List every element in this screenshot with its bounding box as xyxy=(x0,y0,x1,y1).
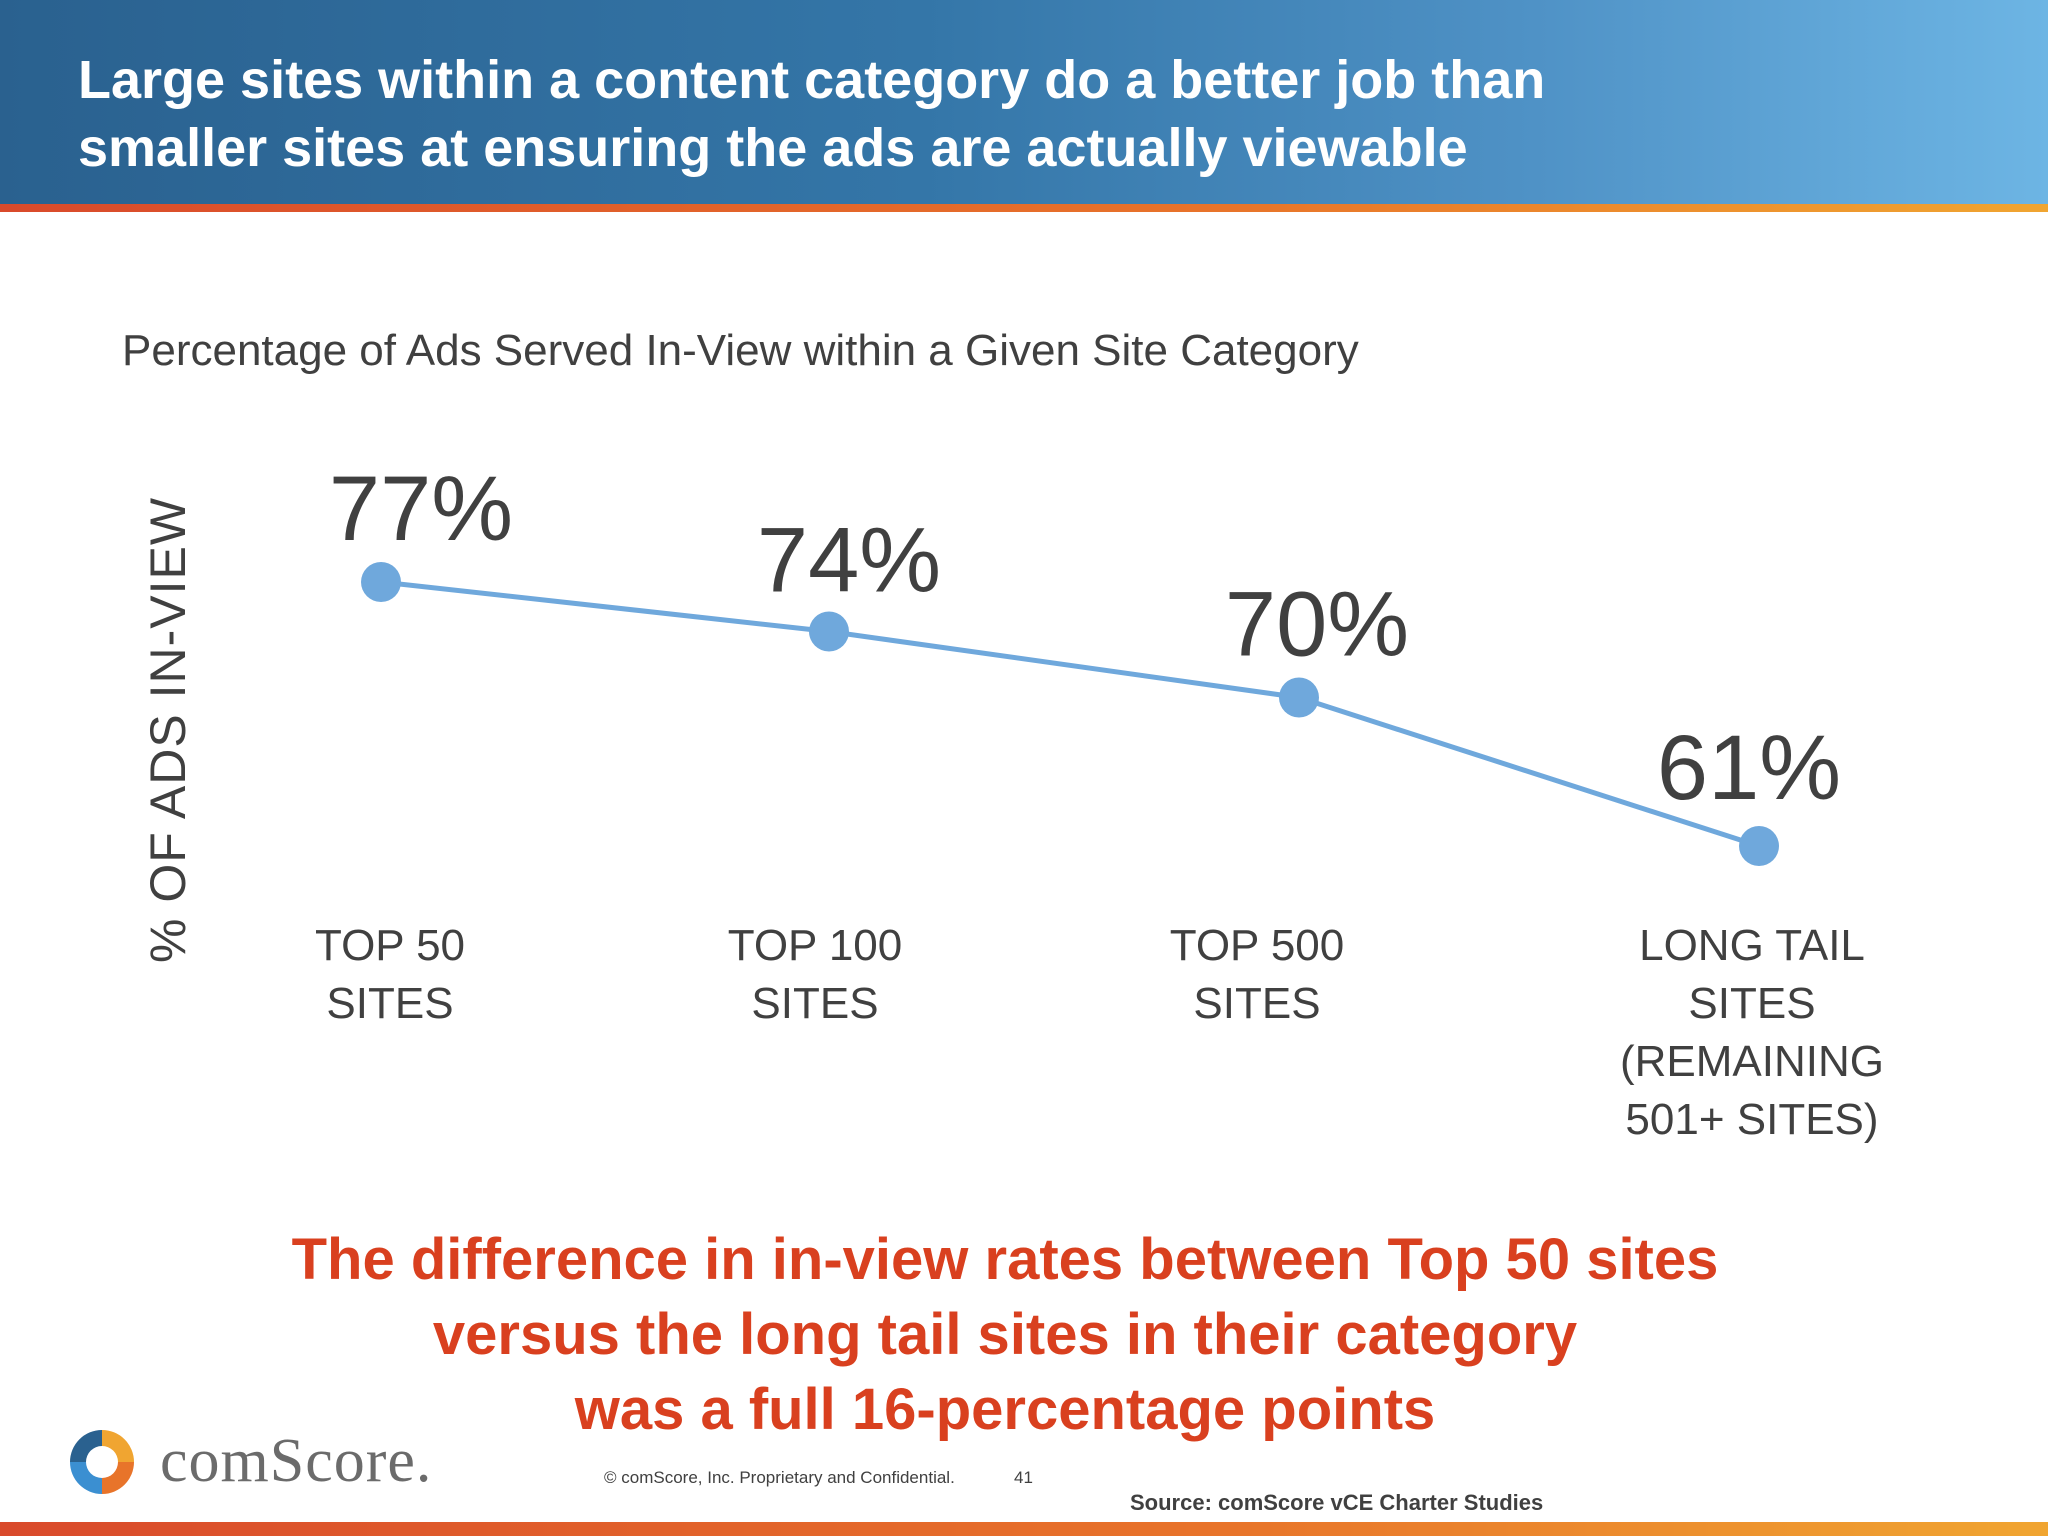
footer-copyright: © comScore, Inc. Proprietary and Confide… xyxy=(604,1468,955,1487)
callout-line-1: The difference in in-view rates between … xyxy=(291,1227,1719,1292)
callout-line-2: versus the long tail sites in their cate… xyxy=(432,1302,1578,1367)
category-label-3: TOP 500 SITES xyxy=(1170,921,1345,1028)
header-accent-stripe xyxy=(0,204,2048,212)
comscore-logo-icon xyxy=(70,1430,134,1494)
slide-title-line-2: smaller sites at ensuring the ads are ac… xyxy=(78,118,1468,178)
category-label-2: TOP 100 SITES xyxy=(728,921,903,1028)
comscore-logo-text: comScore. xyxy=(160,1427,433,1495)
series-line-segment-3 xyxy=(1298,695,1760,849)
source-note: Source: comScore vCE Charter Studies xyxy=(1130,1490,1544,1515)
data-point-1 xyxy=(361,562,401,602)
header-banner xyxy=(0,0,2048,204)
series-line-segment-2 xyxy=(828,629,1300,700)
value-label-1: 77% xyxy=(329,458,513,560)
slide-title: Large sites within a content category do… xyxy=(78,46,1878,182)
data-point-4 xyxy=(1739,826,1779,866)
series-line-segment-1 xyxy=(380,579,830,634)
callout-text: The difference in in-view rates between … xyxy=(0,1222,2010,1447)
value-label-3: 70% xyxy=(1225,574,1409,676)
value-label-4: 61% xyxy=(1657,717,1841,819)
category-label-1: TOP 50 SITES xyxy=(315,921,465,1028)
footer-accent-stripe xyxy=(0,1522,2048,1536)
slide-title-line-1: Large sites within a content category do… xyxy=(78,50,1546,110)
page-number: 41 xyxy=(1014,1468,1033,1487)
callout-line-3: was a full 16-percentage points xyxy=(574,1377,1436,1442)
category-label-4: LONG TAIL SITES (REMAINING 501+ SITES) xyxy=(1620,921,1884,1144)
value-label-2: 74% xyxy=(757,510,941,612)
chart-title: Percentage of Ads Served In-View within … xyxy=(122,326,1359,375)
data-point-2 xyxy=(809,611,849,652)
data-point-3 xyxy=(1279,677,1319,718)
